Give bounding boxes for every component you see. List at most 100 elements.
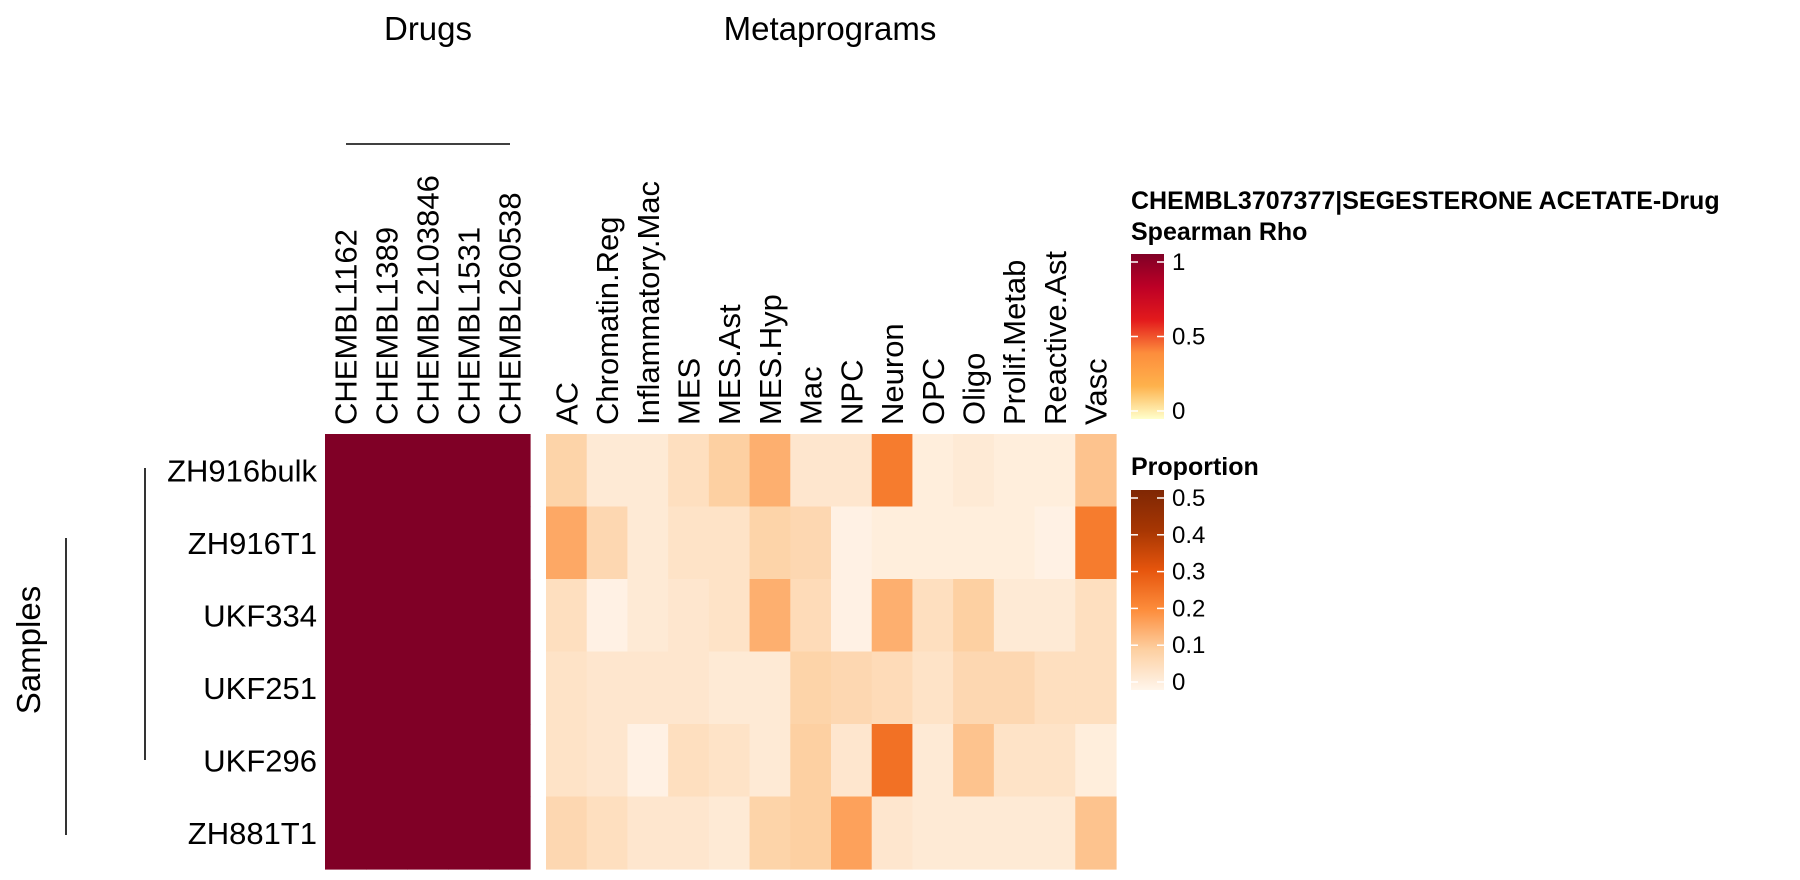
proportion-cell (953, 796, 995, 870)
drug-cell (325, 724, 367, 798)
proportion-cell (953, 579, 995, 653)
drug-cell (366, 796, 408, 870)
drug-cell (407, 651, 449, 725)
proportion-cell (871, 796, 914, 870)
proportion-heatmap-cells (546, 434, 1117, 870)
row-label: UKF296 (203, 743, 317, 778)
proportion-cell (749, 724, 791, 798)
proportion-cell (912, 796, 954, 870)
proportion-cell (1034, 506, 1076, 580)
column-label: Oligo (957, 353, 992, 425)
proportion-cell (627, 796, 669, 870)
drug-cell (366, 724, 408, 798)
column-label: MES (672, 358, 707, 425)
proportion-cell (749, 506, 791, 580)
drug-cell (448, 724, 490, 798)
column-label: Neuron (875, 323, 910, 425)
column-label: OPC (916, 358, 951, 425)
proportion-cell (790, 434, 832, 508)
column-label: CHEMBL1531 (452, 227, 487, 425)
proportion-cell (708, 579, 751, 653)
column-label: Mac (794, 366, 829, 425)
proportion-cell (708, 506, 751, 580)
rho-legend-subtitle: Spearman Rho (1131, 218, 1307, 246)
proportion-cell (871, 579, 914, 653)
proportion-cell (871, 724, 914, 798)
proportion-cell (546, 724, 588, 798)
legend-tick-label: 0.1 (1172, 632, 1205, 659)
proportion-cell (749, 796, 791, 870)
dendrogram-lines (65, 143, 510, 835)
proportion-cell (1075, 796, 1117, 870)
proportion-cell (1034, 651, 1076, 725)
rho-legend: CHEMBL3707377|SEGESTERONE ACETATE-Drug S… (1131, 187, 1720, 425)
proportion-cell (708, 434, 751, 508)
legend-tick-label: 1 (1172, 249, 1185, 276)
proportion-cell (708, 651, 751, 725)
proportion-cell (993, 579, 1036, 653)
proportion-cell (668, 506, 710, 580)
drug-cell (366, 434, 408, 508)
proportion-cell (1075, 579, 1117, 653)
proportion-cell (627, 434, 669, 508)
row-label: ZH881T1 (188, 816, 317, 851)
proportion-cell (790, 796, 832, 870)
proportion-cell (912, 434, 954, 508)
row-label: UKF251 (203, 671, 317, 706)
proportion-cell (993, 796, 1036, 870)
proportion-cell (871, 434, 914, 508)
legend-tick-label: 0 (1172, 398, 1185, 425)
proportion-cell (668, 651, 710, 725)
drug-heatmap-cells (325, 434, 531, 870)
proportion-cell (912, 724, 954, 798)
proportion-cell (831, 579, 873, 653)
proportion-cell (1034, 724, 1076, 798)
proportion-cell (668, 796, 710, 870)
legend-tick-label: 0.2 (1172, 595, 1205, 622)
proportion-cell (1034, 796, 1076, 870)
row-label: ZH916T1 (188, 526, 317, 561)
proportion-cell (627, 506, 669, 580)
proportion-cell (627, 651, 669, 725)
column-label: NPC (834, 360, 869, 425)
proportion-cell (993, 434, 1036, 508)
proportion-cell (912, 651, 954, 725)
drugs-panel-title: Drugs (384, 10, 472, 47)
proportion-cell (912, 506, 954, 580)
column-label: AC (549, 382, 584, 425)
proportion-cell (586, 506, 629, 580)
drug-cell (325, 506, 367, 580)
drug-cell (325, 796, 367, 870)
proportion-cell (871, 651, 914, 725)
proportion-cell (627, 724, 669, 798)
drug-cell (366, 651, 408, 725)
proportion-legend-ticks: 0.5 0.4 0.3 0.2 0.1 0 (1131, 485, 1205, 696)
drug-column-labels: CHEMBL1162 CHEMBL1389 CHEMBL2103846 CHEMBL1… (329, 175, 528, 425)
drug-cell (325, 434, 367, 508)
column-label: CHEMBL1162 (329, 229, 364, 425)
proportion-cell (831, 724, 873, 798)
legend-tick-label: 0.5 (1172, 485, 1205, 512)
row-label: ZH916bulk (167, 453, 317, 488)
proportion-cell (708, 796, 751, 870)
drug-cell (489, 506, 531, 580)
column-label: Inflammatory.Mac (631, 181, 666, 425)
proportion-cell (993, 724, 1036, 798)
drug-cell (489, 651, 531, 725)
proportion-cell (546, 434, 588, 508)
column-label: MES.Hyp (753, 294, 788, 425)
proportion-cell (831, 506, 873, 580)
drug-cell (407, 434, 449, 508)
proportion-cell (586, 579, 629, 653)
column-label: CHEMBL1389 (370, 227, 405, 425)
drug-cell (448, 434, 490, 508)
drug-cell (489, 579, 531, 653)
proportion-cell (546, 651, 588, 725)
rho-legend-ticks: 10.50 (1131, 249, 1205, 425)
proportion-cell (749, 651, 791, 725)
proportion-cell (993, 651, 1036, 725)
drug-cell (407, 579, 449, 653)
drug-cell (448, 579, 490, 653)
column-label: Vasc (1079, 358, 1114, 425)
proportion-cell (1075, 651, 1117, 725)
